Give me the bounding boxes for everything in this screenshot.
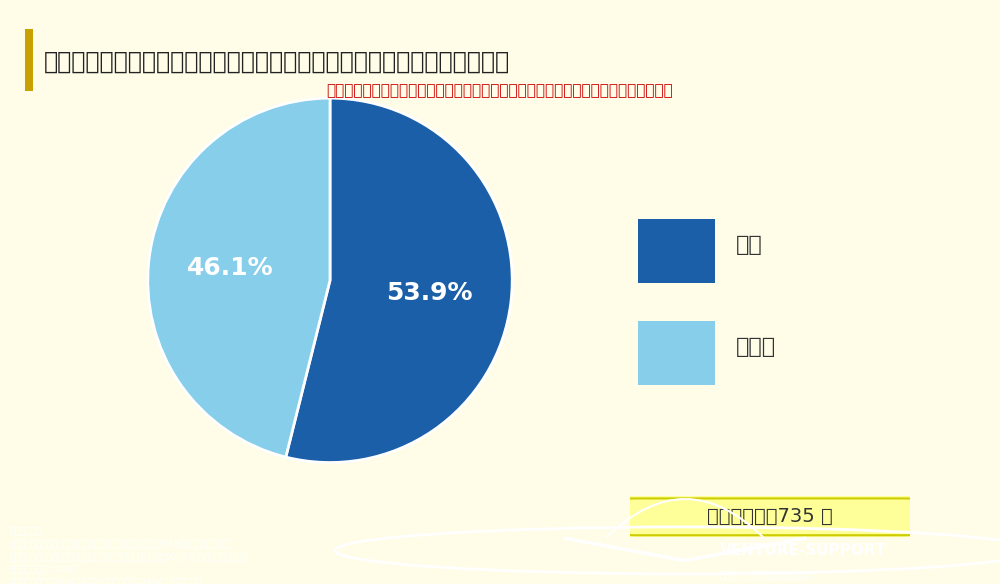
Text: ベンチャーサポート相続税理士法人: ベンチャーサポート相続税理士法人 (720, 569, 814, 579)
Text: 有効回答数：735 人: 有効回答数：735 人 (707, 507, 833, 526)
Text: VENTURE-SUPPORT: VENTURE-SUPPORT (720, 543, 887, 558)
Text: いいえ: いいえ (736, 338, 776, 357)
Text: はい: はい (736, 235, 762, 255)
FancyBboxPatch shape (638, 219, 714, 283)
Text: 今後、老後の財産管理について家族や親族と話し合いたいと思いますか？: 今後、老後の財産管理について家族や親族と話し合いたいと思いますか？ (44, 49, 510, 74)
Wedge shape (148, 98, 330, 457)
Text: ＜調査概要＞
・調査方法：ゼネラルリサーチ株式会社のモニターを利用したWEBアンケート方式で実施
・調査の対象：ゼネラルリサーチ社登録モニターのうち、全国の50: ＜調査概要＞ ・調査方法：ゼネラルリサーチ株式会社のモニターを利用したWEBアン… (10, 527, 248, 584)
Text: 53.9%: 53.9% (386, 280, 473, 305)
Text: 46.1%: 46.1% (187, 256, 274, 280)
Text: ＜老後の財産管理について、家族や親族と「話し合ったことはない」と回答した人＞: ＜老後の財産管理について、家族や親族と「話し合ったことはない」と回答した人＞ (327, 83, 673, 98)
Wedge shape (286, 98, 512, 463)
FancyBboxPatch shape (622, 498, 918, 535)
FancyBboxPatch shape (638, 321, 714, 385)
